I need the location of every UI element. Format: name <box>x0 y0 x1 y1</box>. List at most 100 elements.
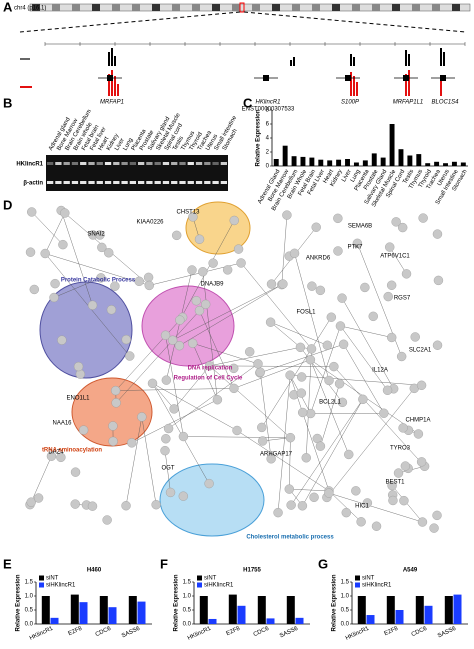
node <box>333 213 343 224</box>
gel-band <box>146 181 153 184</box>
band <box>332 4 340 11</box>
panel-label: E <box>3 556 12 571</box>
node <box>200 299 211 310</box>
bar <box>282 145 288 166</box>
bar <box>128 596 137 624</box>
node <box>160 330 171 340</box>
exon <box>107 75 113 81</box>
edge <box>310 325 341 414</box>
signal-peak <box>443 52 445 66</box>
node <box>121 334 131 345</box>
exon <box>440 75 446 81</box>
x-tick-label: Liver <box>341 169 353 183</box>
gene-label: S100P <box>341 100 359 106</box>
cluster-label: Protein Catabolic Process <box>61 278 136 284</box>
node <box>266 279 277 289</box>
gel-band <box>55 162 62 165</box>
edge <box>236 430 330 492</box>
bar <box>199 596 208 624</box>
y-tick-label: 4 <box>266 136 270 142</box>
edge <box>179 284 282 346</box>
node <box>306 344 317 354</box>
node <box>326 312 337 322</box>
edge <box>141 416 157 505</box>
gel-band <box>195 181 203 184</box>
y-tick-label: 1.5 <box>341 580 350 586</box>
panel-label: B <box>3 95 12 110</box>
edge <box>333 366 425 467</box>
cluster-region <box>141 285 235 367</box>
edge <box>115 319 180 391</box>
gel-band <box>46 162 54 165</box>
gel-band <box>154 162 161 165</box>
node <box>49 292 59 303</box>
gel-band <box>171 162 178 165</box>
edge <box>131 399 218 444</box>
edge <box>290 399 364 506</box>
bar <box>357 596 366 624</box>
bar <box>79 602 88 624</box>
node <box>334 379 345 389</box>
x-tick-label: E2F8 <box>67 626 83 638</box>
gel-band <box>137 162 145 165</box>
node <box>282 210 292 220</box>
lane-label: Liver <box>114 138 126 152</box>
node <box>417 517 428 527</box>
node <box>289 248 300 259</box>
node <box>161 434 171 444</box>
bar <box>416 154 422 166</box>
track-label <box>20 86 32 88</box>
node <box>110 385 121 396</box>
edge <box>326 388 415 498</box>
exon <box>345 75 351 81</box>
node <box>236 258 246 268</box>
node <box>273 507 283 518</box>
node <box>344 449 354 460</box>
y-axis-label: Relative Expression <box>256 109 262 166</box>
edge <box>44 212 65 254</box>
gel-row-label: β-actin <box>23 181 43 187</box>
band <box>352 4 360 11</box>
cluster-label: Regulation of Cell Cycle <box>174 376 243 382</box>
legend-label: siHKlincR1 <box>46 583 76 589</box>
bar <box>137 601 146 624</box>
y-tick-label: 1.5 <box>183 580 192 586</box>
node <box>70 467 81 477</box>
gel-band <box>55 181 62 184</box>
edge <box>168 363 259 429</box>
edge <box>328 490 362 522</box>
x-tick-label: E2F8 <box>383 626 399 638</box>
node <box>356 517 366 527</box>
band <box>232 4 240 11</box>
bar <box>395 610 404 624</box>
node <box>253 359 263 369</box>
signal-peak <box>353 76 355 96</box>
node <box>106 305 117 315</box>
node <box>46 451 57 461</box>
gel-band <box>63 181 70 184</box>
node <box>174 340 185 351</box>
node <box>191 296 202 306</box>
node <box>161 375 172 385</box>
node <box>410 332 420 342</box>
node <box>187 265 197 275</box>
node <box>198 267 208 277</box>
signal-peak <box>353 57 355 66</box>
node <box>57 335 67 345</box>
edge <box>302 399 364 506</box>
node <box>169 404 179 414</box>
legend-swatch <box>39 582 44 588</box>
band <box>432 4 440 11</box>
node <box>341 507 351 518</box>
gel-band <box>187 181 194 184</box>
edge <box>183 436 291 438</box>
node <box>307 281 317 291</box>
node <box>97 242 107 253</box>
panel-label: D <box>3 197 12 212</box>
node <box>322 340 333 350</box>
bar <box>208 618 217 624</box>
band <box>92 4 100 11</box>
gene-label: HKlincR1 <box>255 100 280 106</box>
node-label: SLC2A1 <box>409 348 432 354</box>
node-label: DAZ4 <box>48 450 64 456</box>
